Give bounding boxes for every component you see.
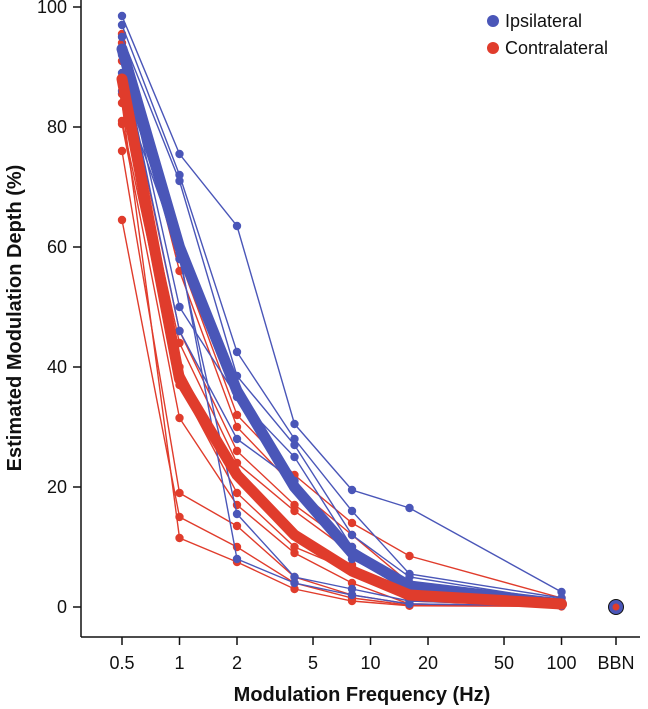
y-tick-label: 40 [47,357,67,377]
data-point [232,410,242,420]
legend-label-contralateral: Contralateral [505,38,608,58]
data-point [290,434,299,444]
data-point [117,215,127,225]
x-axis-title: Modulation Frequency (Hz) [234,684,491,706]
data-point [290,542,299,552]
axes [80,0,640,638]
data-point [232,488,242,498]
data-point [347,578,357,588]
y-tick-label: 0 [57,597,67,617]
data-point [232,554,242,564]
data-point [117,146,127,156]
data-point [290,440,299,450]
data-point [232,521,242,531]
series-line [121,60,562,605]
data-point [175,413,184,423]
x-tick-label: 0.5 [109,653,134,673]
data-point [175,326,184,336]
series-ipsi-1 [117,11,566,597]
bbn-marker-contralateral [612,603,620,611]
data-point [557,587,566,597]
mean-lines [116,43,567,610]
data-point [290,584,299,594]
x-tick-label: 50 [494,653,514,673]
data-point [290,578,299,588]
series-contra-3 [117,56,566,609]
data-point [405,599,414,609]
data-point [405,503,414,513]
y-tick-label: 100 [37,0,67,17]
mean-line-ipsilateral [116,43,567,610]
data-point [175,149,184,159]
x-tick-label: 10 [360,653,380,673]
series-line [121,24,562,599]
data-point [117,20,127,30]
data-point [232,422,242,432]
legend-marker-ipsilateral [487,15,499,27]
x-tick-label: 100 [546,653,576,673]
x-tick-label: 5 [308,653,318,673]
y-tick-label: 20 [47,477,67,497]
series-lines [117,11,566,611]
y-tick-label: 80 [47,117,67,137]
x-tick-label-bbn: BBN [597,653,634,673]
data-point [290,548,299,558]
x-tick-label: 1 [174,653,184,673]
data-point [232,221,242,231]
bbn-markers [608,599,624,615]
data-point [290,572,299,582]
x-tick-label: 2 [232,653,242,673]
y-axis-title: Estimated Modulation Depth (%) [4,165,26,472]
data-point [175,176,184,186]
series-line [121,33,562,599]
data-point [290,419,299,429]
data-point [405,551,414,561]
data-point [347,590,357,600]
series-line [121,15,562,593]
data-point [117,32,127,42]
data-point [347,506,357,516]
series-ipsi-6 [117,68,566,610]
data-point [232,446,242,456]
data-point [175,302,184,312]
x-tick-label: 20 [418,653,438,673]
data-point [232,347,242,357]
y-tick-label: 60 [47,237,67,257]
data-point [290,500,299,510]
series-line [121,42,562,602]
data-point [232,434,242,444]
data-point [175,533,184,543]
legend: Ipsilateral Contralateral [487,11,608,58]
series-ipsi-5 [117,50,566,609]
legend-label-ipsilateral: Ipsilateral [505,11,582,31]
data-point [347,518,357,528]
series-ipsi-4 [117,44,566,609]
data-point [290,452,299,462]
x-ticks: 0.5 1 2 5 10 20 50 100 BBN [109,637,635,673]
y-ticks: 0 20 40 60 80 100 [37,0,81,617]
legend-marker-contralateral [487,42,499,54]
data-point [117,11,127,21]
data-point [347,530,357,540]
data-point [347,596,357,606]
data-point [347,485,357,495]
data-point [232,509,242,519]
data-point [290,506,299,516]
data-point [347,584,357,594]
mean-line-contralateral [116,73,567,610]
data-point [175,488,184,498]
